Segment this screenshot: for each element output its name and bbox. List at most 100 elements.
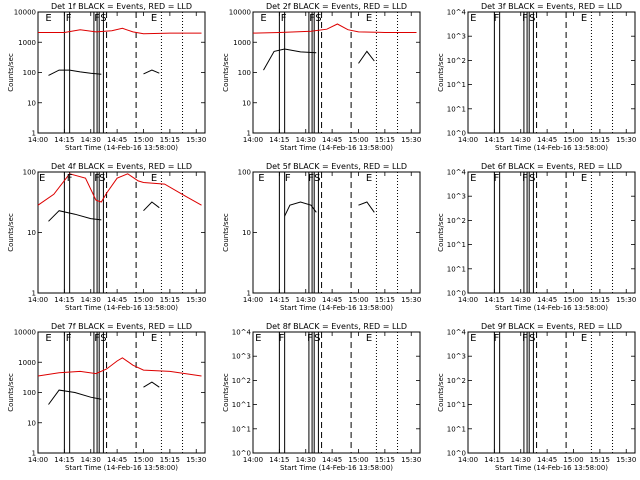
x-tick-label: 15:00 [133,456,153,464]
y-axis-label: Counts/sec [437,213,445,252]
x-tick-label: 14:45 [322,296,342,304]
y-tick-label: 10^2 [232,377,251,385]
y-tick-label: 10000 [14,329,36,337]
x-axis-label: Start Time (14-Feb-16 13:58:00) [280,144,393,152]
plot-frame [467,171,636,294]
x-tick-label: 15:30 [401,456,421,464]
x-tick-label: 14:15 [54,136,74,144]
x-tick-label: 15:00 [348,296,368,304]
y-tick-label: 10^0 [232,450,251,458]
y-tick-label: 100 [23,169,36,177]
x-tick-label: 15:15 [160,136,180,144]
x-tick-label: 14:15 [54,296,74,304]
x-tick-label: 14:45 [537,136,557,144]
x-tick-label: 15:00 [133,136,153,144]
y-tick-label: 10^4 [232,329,252,337]
x-tick-label: 14:15 [54,456,74,464]
x-tick-label: 14:30 [296,456,316,464]
y-axis-label: Counts/sec [437,373,445,412]
x-tick-label: 15:30 [401,136,421,144]
panel-5: Det 5f BLACK = Events, RED = LLD 1 10 100 14… [222,162,421,312]
panel-title: Det 6f BLACK = Events, RED = LLD [481,162,622,171]
x-axis-label: Start Time (14-Feb-16 13:58:00) [65,144,178,152]
y-axis-label: Counts/sec [7,213,15,252]
interval-label: F [285,173,291,184]
interval-label: F [522,333,528,344]
plot-frame [467,331,636,454]
y-axis-label: Counts/sec [222,53,230,92]
x-tick-label: 15:30 [401,296,421,304]
x-tick-label: 14:00 [28,296,48,304]
y-tick-label: 1000 [233,39,251,47]
interval-label: E [258,173,264,184]
interval-label: E [39,173,45,184]
plot-frame [467,11,636,134]
plot-frame [252,11,421,134]
y-tick-label: 10^4 [447,169,467,177]
events-series-line [358,50,375,64]
interval-label: F [66,13,72,24]
panel-title: Det 7f BLACK = Events, RED = LLD [51,322,192,331]
panel-title: Det 5f BLACK = Events, RED = LLD [266,162,407,171]
x-tick-label: 14:00 [243,456,263,464]
events-series-line [143,201,160,212]
y-tick-label: 10^0 [447,130,466,138]
y-axis-label: Counts/sec [222,373,230,412]
x-tick-label: 14:30 [81,296,101,304]
y-tick-label: 10^1 [232,401,251,409]
x-tick-label: 15:00 [563,456,583,464]
interval-label: S [529,13,535,24]
events-series-line [284,201,317,217]
lld-series-line [37,173,202,206]
y-tick-label: 10 [242,229,251,237]
y-axis-label: Counts/sec [7,373,15,412]
x-tick-label: 15:15 [375,296,395,304]
panel-3: Det 3f BLACK = Events, RED = LLD 10^0 10^1… [437,2,636,152]
events-series-line [143,381,160,388]
y-axis-label: Counts/sec [222,213,230,252]
x-tick-label: 15:15 [375,136,395,144]
y-tick-label: 10^1 [232,425,251,433]
interval-label: F [522,173,528,184]
interval-label: S [100,13,106,24]
x-tick-label: 15:30 [616,456,636,464]
panel-title: Det 2f BLACK = Events, RED = LLD [266,2,407,11]
y-tick-label: 10^2 [447,377,466,385]
x-axis-label: Start Time (14-Feb-16 13:58:00) [495,464,608,472]
interval-label: E [255,333,261,344]
lld-series-line [37,357,202,377]
interval-label: F [307,333,313,344]
x-tick-label: 14:15 [269,136,289,144]
interval-label: E [366,13,372,24]
x-tick-label: 15:00 [348,456,368,464]
x-axis-label: Start Time (14-Feb-16 13:58:00) [65,464,178,472]
plot-frame [252,331,421,454]
panel-title: Det 9f BLACK = Events, RED = LLD [481,322,622,331]
x-tick-label: 14:30 [296,136,316,144]
y-tick-label: 100 [23,69,36,77]
y-tick-label: 10^1 [447,105,466,113]
interval-label: E [45,13,51,24]
x-tick-label: 15:00 [563,136,583,144]
x-tick-label: 14:30 [511,136,531,144]
y-tick-label: 10000 [14,9,36,17]
y-tick-label: 10^1 [447,241,466,249]
x-tick-label: 14:15 [484,296,504,304]
interval-label: E [470,173,476,184]
interval-label: E [581,333,587,344]
panel-6: Det 6f BLACK = Events, RED = LLD 10^0 10^1… [437,162,636,312]
y-axis-label: Counts/sec [7,53,15,92]
x-tick-label: 15:30 [616,136,636,144]
x-tick-label: 15:30 [186,456,206,464]
x-tick-label: 14:00 [28,456,48,464]
interval-label: E [366,173,372,184]
x-tick-label: 15:15 [590,456,610,464]
interval-label: S [529,333,535,344]
y-tick-label: 10^1 [447,425,466,433]
y-tick-label: 10^3 [232,353,251,361]
x-tick-label: 14:30 [81,136,101,144]
interval-label: S [529,173,535,184]
x-axis-label: Start Time (14-Feb-16 13:58:00) [65,304,178,312]
y-tick-label: 10^1 [447,401,466,409]
x-tick-label: 14:45 [107,296,127,304]
